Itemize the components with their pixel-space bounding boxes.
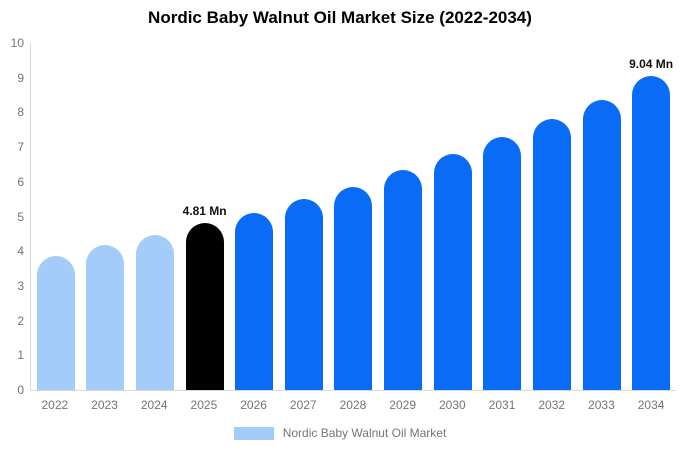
bars: 4.81 Mn 9.04 Mn [31, 43, 676, 390]
legend[interactable]: Nordic Baby Walnut Oil Market [0, 426, 680, 440]
bar-2026[interactable] [235, 213, 274, 390]
bar-column-2029 [384, 43, 423, 390]
bar-column-2033 [582, 43, 621, 390]
x-axis-label-2022: 2022 [41, 398, 69, 412]
bar-2025[interactable] [185, 223, 224, 390]
bar-2034[interactable] [632, 76, 671, 390]
x-axis-label-2032: 2032 [538, 398, 566, 412]
x-axis-label-2027: 2027 [289, 398, 317, 412]
y-axis-tick-label-2: 2 [17, 313, 24, 328]
x-axis-label-2034: 2034 [637, 398, 665, 412]
bar-column-2022 [36, 43, 75, 390]
y-axis-tick-label-0: 0 [17, 383, 24, 397]
y-axis-tick-label-6: 6 [17, 174, 24, 189]
legend-label: Nordic Baby Walnut Oil Market [282, 426, 447, 440]
bar-2031[interactable] [483, 136, 522, 390]
bar-2029[interactable] [384, 169, 423, 390]
x-axis-label-2026: 2026 [240, 398, 267, 412]
bar-column-2032 [532, 43, 571, 390]
x-axis-label-2024: 2024 [140, 398, 168, 412]
x-axis-label-2031: 2031 [488, 398, 516, 412]
x-axis-label-2029: 2029 [389, 398, 416, 412]
bar-column-2027 [284, 43, 323, 390]
chart-title: Nordic Baby Walnut Oil Market Size (2022… [148, 8, 532, 27]
x-axis-label-2025: 2025 [190, 398, 218, 412]
plot-area: 4.81 Mn 9.04 Mn [30, 43, 676, 391]
bar-column-2026 [235, 43, 274, 390]
y-axis-tick-label-5: 5 [17, 209, 24, 224]
x-axis-label-2023: 2023 [91, 398, 118, 412]
y-axis-tick-label-4: 4 [17, 244, 24, 259]
x-axis: 2022 2023 2024 2025 2026 2027 2028 2029 2030 2031… [30, 398, 676, 412]
bar-column-2024 [136, 43, 175, 390]
y-axis-tick-label-3: 3 [17, 278, 24, 293]
bar-value-label-2025: 4.81 Mn [182, 204, 227, 219]
bar-column-2031 [483, 43, 522, 390]
bar-2032[interactable] [532, 119, 571, 390]
y-axis-tick-label-9: 9 [17, 70, 24, 85]
bar-column-2030 [433, 43, 472, 390]
y-axis-tick-label-1: 1 [17, 348, 24, 363]
y-axis-tick-label-7: 7 [17, 140, 24, 155]
bar-2028[interactable] [334, 187, 373, 390]
x-axis-label-2030: 2030 [438, 398, 466, 412]
bar-2024[interactable] [136, 234, 175, 390]
y-axis-tick-label-8: 8 [17, 105, 24, 120]
x-axis-label-2028: 2028 [339, 398, 367, 412]
y-axis: 0 1 2 3 4 5 6 7 8 9 10 [0, 37, 24, 396]
bar-column-2034: 9.04 Mn [629, 43, 674, 390]
x-axis-label-2033: 2033 [588, 398, 615, 412]
bar-2023[interactable] [86, 244, 125, 390]
bar-2022[interactable] [36, 256, 75, 390]
bar-2033[interactable] [582, 100, 621, 390]
bar-2027[interactable] [284, 199, 323, 390]
bar-column-2025: 4.81 Mn [182, 43, 227, 390]
bar-2030[interactable] [433, 154, 472, 390]
y-axis-tick-label-10: 10 [10, 36, 24, 50]
legend-swatch [233, 426, 274, 440]
bar-column-2023 [86, 43, 125, 390]
bar-column-2028 [334, 43, 373, 390]
bar-value-label-2034: 9.04 Mn [629, 57, 674, 72]
